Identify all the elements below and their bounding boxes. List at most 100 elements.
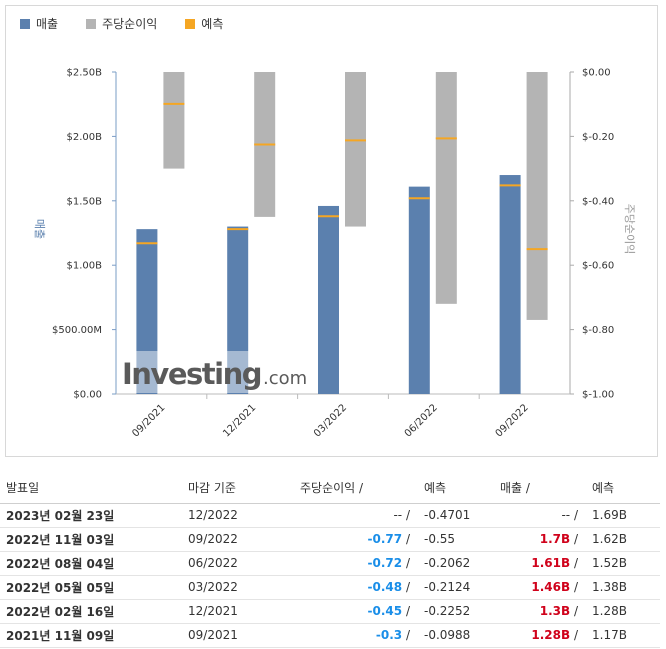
chart-panel: 매출 주당순이익 예측 $0.00 $500.00M $1.00B $1.50B $2.… (5, 5, 658, 457)
watermark-suffix: .com (262, 368, 308, 389)
earnings-chart: $0.00 $500.00M $1.00B $1.50B $2.00B $2.50B $0.… (33, 68, 636, 440)
header-revenue-forecast[interactable]: 예측 (582, 473, 660, 504)
cell-date: 2022년 05월 05일 (0, 575, 182, 600)
table-row: 2022년 08월 04일 06/2022 -0.72 /-0.2062 1.61B … (0, 551, 660, 576)
cell-period: 12/2022 (182, 503, 300, 528)
header-eps[interactable]: 주당순이익 / (300, 473, 414, 504)
legend-item-eps[interactable]: 주당순이익 (86, 15, 157, 32)
eps-value: -0.3 (375, 628, 403, 642)
legend-item-revenue[interactable]: 매출 (20, 15, 58, 32)
cell-eps-forecast: -0.0988 (414, 623, 500, 648)
eps-value: -0.72 (367, 556, 403, 570)
table-row: 2021년 11월 09일 09/2021 -0.3 /-0.0988 1.28B /… (0, 623, 660, 648)
header-eps-forecast[interactable]: 예측 (414, 473, 500, 504)
cell-date: 2022년 08월 04일 (0, 551, 182, 576)
cell-period: 06/2022 (182, 551, 300, 576)
cell-revenue-forecast: 1.62B (582, 527, 660, 552)
eps-bar (526, 72, 548, 320)
left-tick-label: $2.00B (67, 132, 103, 143)
legend-item-forecast[interactable]: 예측 (185, 15, 223, 32)
cell-eps: -- / (300, 503, 414, 528)
right-tick-label: $0.00 (582, 68, 611, 79)
revenue-bar (408, 186, 430, 394)
cell-revenue: 1.7B / (500, 527, 582, 552)
chart-legend: 매출 주당순이익 예측 (20, 15, 223, 32)
cell-eps-forecast: -0.4701 (414, 503, 500, 528)
revenue-bar (318, 205, 339, 394)
cell-eps: -0.45 / (300, 599, 414, 624)
eps-value: -- (393, 508, 403, 522)
eps-value: -0.45 (367, 604, 403, 618)
right-tick-label: $-0.20 (582, 132, 614, 143)
right-axis-title: 주당순이익 (623, 204, 636, 255)
eps-bar (345, 72, 366, 227)
watermark-brand: Investing (122, 357, 262, 391)
left-axis-title: 매출 (33, 219, 46, 239)
header-revenue[interactable]: 매출 / (500, 473, 582, 504)
cell-revenue-forecast: 1.17B (582, 623, 660, 648)
cell-revenue-forecast: 1.69B (582, 503, 660, 528)
right-tick-label: $-0.80 (582, 325, 614, 336)
revenue-value: 1.61B (531, 556, 571, 570)
table-row: 2022년 11월 03일 09/2022 -0.77 /-0.55 1.7B /1.… (0, 527, 660, 552)
x-tick-label: 09/2021 (130, 402, 167, 439)
revenue-value: 1.46B (531, 580, 571, 594)
cell-revenue: 1.28B / (500, 623, 582, 648)
x-tick-label: 09/2022 (494, 402, 531, 439)
cell-revenue: 1.46B / (500, 575, 582, 600)
right-tick-label: $-1.00 (582, 390, 614, 401)
legend-swatch-eps (86, 18, 97, 29)
cell-eps-forecast: -0.2252 (414, 599, 500, 624)
cell-revenue: 1.61B / (500, 551, 582, 576)
cell-revenue-forecast: 1.28B (582, 599, 660, 624)
cell-period: 09/2021 (182, 623, 300, 648)
revenue-value: -- (561, 508, 571, 522)
table-row: 2023년 02월 23일 12/2022 -- / -0.4701 -- /1.69B (0, 503, 660, 528)
table-header-row: 발표일 마감 기준 주당순이익 / 예측 매출 / 예측 (0, 473, 660, 504)
x-tick-label: 12/2021 (221, 402, 258, 439)
cell-eps-forecast: -0.55 (414, 527, 500, 552)
cell-revenue-forecast: 1.52B (582, 551, 660, 576)
right-tick-label: $-0.60 (582, 261, 614, 272)
header-date[interactable]: 발표일 (0, 473, 182, 504)
legend-swatch-revenue (20, 18, 30, 29)
earnings-table: 발표일 마감 기준 주당순이익 / 예측 매출 / 예측 2023년 02월 2… (0, 473, 660, 648)
cell-eps: -0.3 / (300, 623, 414, 648)
cell-revenue: 1.3B / (500, 599, 582, 624)
cell-period: 12/2021 (182, 599, 300, 624)
eps-bar (163, 72, 185, 169)
left-tick-label: $1.50B (67, 196, 103, 207)
legend-swatch-forecast (185, 18, 196, 29)
left-tick-label: $0.00 (73, 390, 102, 401)
legend-label-eps: 주당순이익 (102, 17, 158, 31)
left-tick-label: $1.00B (67, 261, 103, 272)
cell-eps: -0.77 / (300, 527, 414, 552)
cell-eps-forecast: -0.2124 (414, 575, 500, 600)
cell-date: 2022년 11월 03일 (0, 527, 182, 552)
cell-eps: -0.48 / (300, 575, 414, 600)
eps-value: -0.77 (367, 532, 403, 546)
cell-period: 03/2022 (182, 575, 300, 600)
eps-bar (435, 72, 457, 304)
legend-label-forecast: 예측 (201, 17, 224, 31)
watermark-wash (118, 351, 298, 393)
right-tick-label: $-0.40 (582, 196, 614, 207)
header-period[interactable]: 마감 기준 (182, 473, 300, 504)
revenue-bar (499, 175, 521, 394)
revenue-bar (227, 226, 249, 394)
eps-value: -0.48 (367, 580, 403, 594)
table-row: 2022년 05월 05일 03/2022 -0.48 /-0.2124 1.46B … (0, 575, 660, 600)
investing-logo: Investing .com (122, 357, 307, 391)
legend-label-revenue: 매출 (36, 17, 59, 31)
revenue-value: 1.3B (539, 604, 571, 618)
left-tick-label: $2.50B (67, 68, 103, 79)
cell-revenue: -- / (500, 503, 582, 528)
header-revenue-label: 매출 (500, 481, 523, 496)
x-tick-label: 06/2022 (403, 402, 440, 439)
revenue-bar (136, 229, 158, 394)
header-eps-label: 주당순이익 (300, 481, 356, 496)
cell-revenue-forecast: 1.38B (582, 575, 660, 600)
cell-date: 2023년 02월 23일 (0, 503, 182, 528)
revenue-value: 1.28B (531, 628, 571, 642)
table-row: 2022년 02월 16일 12/2021 -0.45 /-0.2252 1.3B /… (0, 599, 660, 624)
